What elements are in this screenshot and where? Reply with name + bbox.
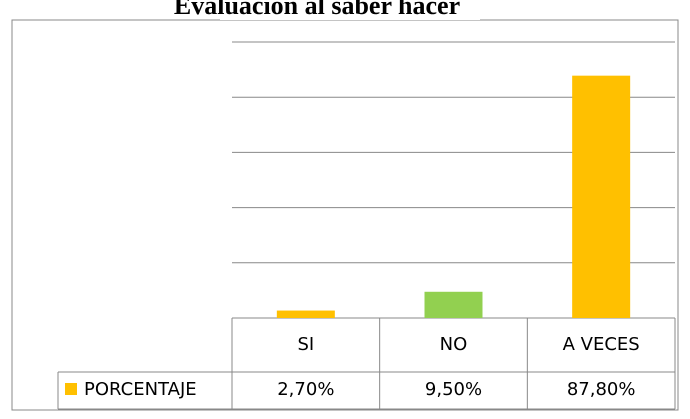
category-label: SI [297, 334, 314, 355]
value-label: 9,50% [425, 379, 482, 400]
bar [572, 75, 631, 318]
chart-border [11, 19, 679, 411]
category-label: A VECES [563, 334, 640, 355]
bar [276, 310, 335, 318]
value-label: 2,70% [277, 379, 334, 400]
category-label: NO [440, 334, 468, 355]
legend-label: PORCENTAJE [84, 379, 197, 400]
title-background [220, 0, 480, 20]
legend-key [65, 383, 77, 395]
bar [424, 291, 483, 318]
value-label: 87,80% [567, 379, 636, 400]
chart-title: Evaluación al saber hacer [174, 0, 460, 20]
